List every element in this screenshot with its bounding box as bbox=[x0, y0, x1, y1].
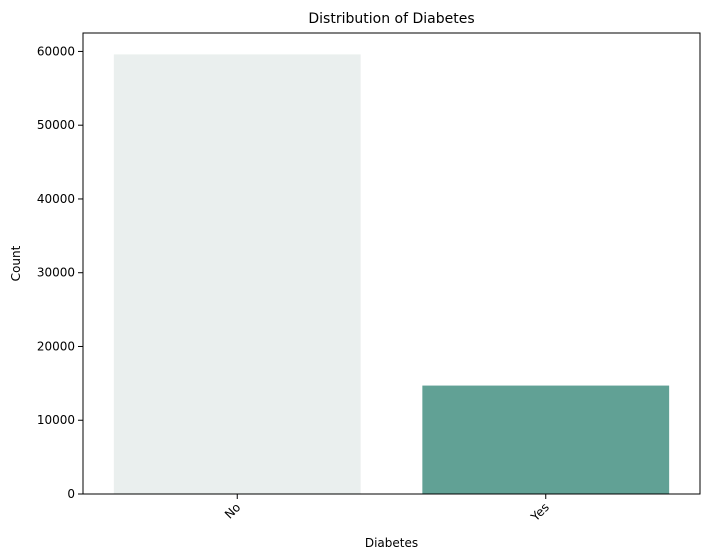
y-tick-label: 10000 bbox=[37, 413, 75, 427]
y-tick-label: 30000 bbox=[37, 266, 75, 280]
y-tick-label: 40000 bbox=[37, 192, 75, 206]
bar-yes bbox=[422, 385, 670, 494]
y-tick-label: 0 bbox=[67, 487, 75, 501]
y-axis-label: Count bbox=[9, 245, 23, 281]
x-tick-label-yes: Yes bbox=[528, 500, 552, 524]
chart-title: Distribution of Diabetes bbox=[308, 11, 474, 27]
y-tick-label: 20000 bbox=[37, 339, 75, 353]
bars-group bbox=[113, 54, 670, 494]
x-axis-ticks: No Yes bbox=[222, 494, 552, 525]
plot-frame bbox=[82, 32, 701, 495]
y-tick-label: 50000 bbox=[37, 118, 75, 132]
y-tick-label: 60000 bbox=[37, 44, 75, 58]
bar-no bbox=[113, 54, 361, 494]
x-tick-label-no: No bbox=[222, 500, 243, 521]
y-axis-ticks: 0 10000 20000 30000 40000 50000 60000 bbox=[37, 44, 83, 501]
x-axis-label: Diabetes bbox=[365, 536, 418, 550]
